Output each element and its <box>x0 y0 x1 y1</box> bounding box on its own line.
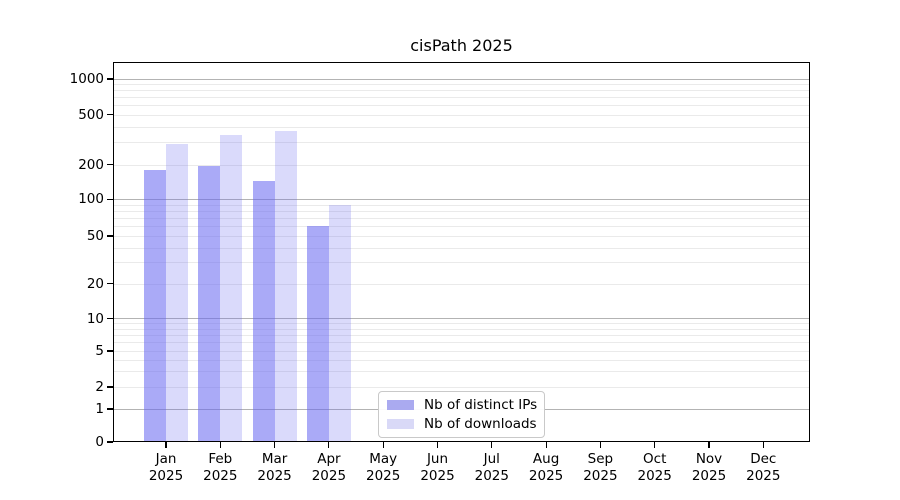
gridline-minor <box>114 323 809 325</box>
gridline-minor <box>114 359 809 361</box>
legend-swatch-distinct-ips <box>387 400 414 410</box>
gridline-minor <box>114 236 809 237</box>
y-tick <box>107 163 113 166</box>
gridline-minor <box>114 342 809 344</box>
gridline-minor <box>114 262 809 264</box>
x-tick <box>762 442 764 448</box>
y-tick <box>107 408 113 410</box>
gridline-major <box>114 198 809 201</box>
y-tick-label: 10 <box>86 310 104 327</box>
chart-title: cisPath 2025 <box>410 36 513 55</box>
gridline-minor <box>114 351 809 352</box>
x-tick <box>708 442 710 448</box>
y-tick-label: 200 <box>78 156 104 173</box>
y-tick-label: 0 <box>95 434 104 450</box>
gridline-minor <box>114 126 809 128</box>
gridline-minor <box>114 114 809 116</box>
x-tick <box>274 442 276 448</box>
y-tick-label: 100 <box>78 191 104 208</box>
x-tick-label: Feb 2025 <box>203 451 238 484</box>
y-tick <box>107 78 113 80</box>
x-tick-label: May 2025 <box>366 451 401 484</box>
legend-item-distinct-ips: Nb of distinct IPs <box>387 396 538 413</box>
gridline-minor <box>114 211 809 213</box>
y-tick <box>107 198 113 200</box>
legend-item-downloads: Nb of downloads <box>387 415 537 432</box>
y-tick <box>107 350 113 352</box>
bar-distinct-ips <box>252 180 275 442</box>
gridline-minor <box>114 328 809 330</box>
y-tick-label: 50 <box>86 228 104 244</box>
x-tick-label: Dec 2025 <box>746 451 781 484</box>
y-tick <box>107 235 113 237</box>
y-tick <box>107 386 113 388</box>
x-tick <box>219 442 221 448</box>
x-tick <box>436 442 439 448</box>
bar-distinct-ips <box>198 165 221 442</box>
x-tick <box>491 442 493 448</box>
y-tick-label: 1 <box>95 401 104 417</box>
gridline-major <box>114 78 809 80</box>
y-tick-label: 500 <box>78 106 104 123</box>
x-tick-label: Oct 2025 <box>637 451 672 484</box>
y-tick <box>107 282 113 285</box>
x-tick-label: Mar 2025 <box>257 451 292 484</box>
legend-label-distinct-ips: Nb of distinct IPs <box>424 396 538 413</box>
gridline-minor <box>114 164 809 166</box>
legend-label-downloads: Nb of downloads <box>424 415 537 432</box>
gridline-minor <box>114 84 809 86</box>
gridline-minor <box>114 371 809 373</box>
x-tick-label: Jul 2025 <box>474 451 509 484</box>
gridline-minor <box>114 335 809 337</box>
legend-swatch-downloads <box>387 419 414 429</box>
x-tick-label: Nov 2025 <box>691 451 727 484</box>
x-tick-label: Apr 2025 <box>311 451 347 484</box>
y-tick <box>107 113 113 116</box>
x-tick-label: Jun 2025 <box>420 451 455 484</box>
y-tick <box>107 441 113 443</box>
gridline-minor <box>114 387 809 388</box>
bar-downloads <box>220 134 243 442</box>
x-tick <box>165 442 167 448</box>
y-tick <box>107 317 113 320</box>
bar-distinct-ips <box>144 169 166 442</box>
gridline-minor <box>114 90 809 92</box>
gridline-minor <box>114 247 809 249</box>
x-tick-label: Sep 2025 <box>583 451 618 484</box>
y-tick-label: 5 <box>95 343 104 359</box>
x-tick <box>382 442 384 448</box>
gridline-minor <box>114 226 809 228</box>
gridline-minor <box>114 218 809 220</box>
bar-downloads <box>274 130 297 442</box>
x-tick <box>599 442 601 448</box>
bar-downloads <box>166 144 188 442</box>
y-tick-label: 20 <box>86 275 104 292</box>
x-tick <box>328 442 330 448</box>
y-tick-label: 1000 <box>69 71 104 87</box>
y-tick-label: 2 <box>95 379 104 395</box>
gridline-minor <box>114 105 809 107</box>
gridline-major <box>114 318 809 320</box>
x-tick <box>654 442 656 448</box>
x-tick-label: Aug 2025 <box>528 451 564 484</box>
x-tick-label: Jan 2025 <box>148 451 184 484</box>
gridline-minor <box>114 283 809 285</box>
x-tick <box>545 442 547 448</box>
gridline-minor <box>114 204 809 206</box>
bar-downloads <box>328 204 351 442</box>
gridline-minor <box>114 97 809 99</box>
gridline-minor <box>114 142 809 144</box>
bar-distinct-ips <box>306 226 329 442</box>
legend: Nb of distinct IPs Nb of downloads <box>378 391 545 438</box>
